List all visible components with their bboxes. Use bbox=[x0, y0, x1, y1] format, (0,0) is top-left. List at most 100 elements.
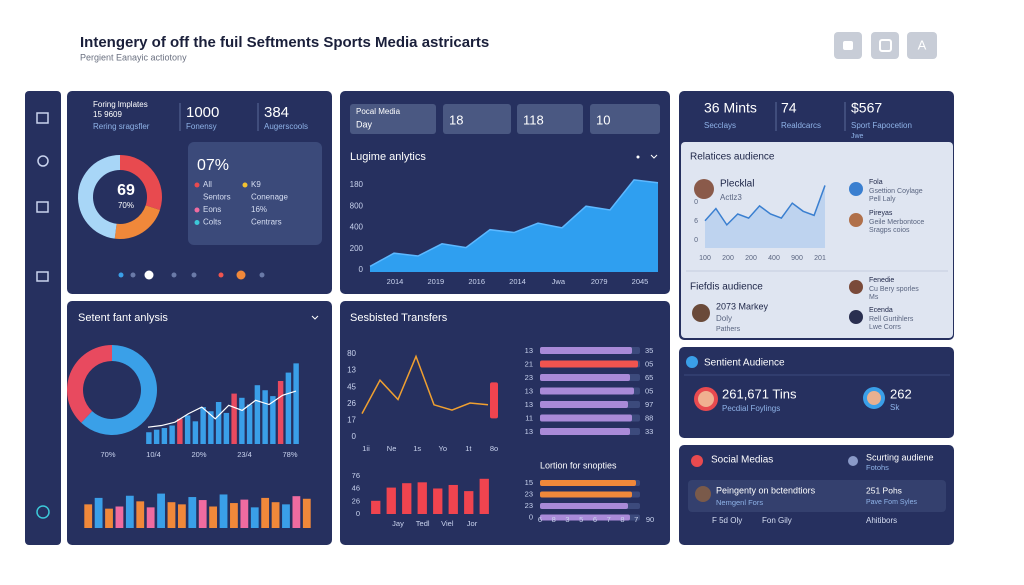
button-label: A bbox=[918, 37, 927, 52]
stat-label: Foring lmplates bbox=[93, 100, 148, 109]
bar bbox=[105, 508, 113, 528]
axis-label: 400 bbox=[768, 255, 780, 262]
person-line: Gsettion Coylage bbox=[869, 188, 923, 195]
legend-dot bbox=[242, 182, 248, 188]
bar bbox=[219, 494, 228, 528]
axis-label: 8 bbox=[552, 515, 556, 524]
tab[interactable] bbox=[350, 104, 436, 134]
stat-value: 384 bbox=[264, 104, 289, 121]
bar bbox=[540, 503, 628, 509]
tab-value: 18 bbox=[449, 112, 463, 127]
person-line: Geile Merbontoce bbox=[869, 219, 924, 226]
axis-label: Viel bbox=[441, 519, 454, 528]
line bbox=[369, 179, 659, 268]
avatar bbox=[849, 310, 863, 324]
bar bbox=[277, 381, 284, 444]
axis-label: 35 bbox=[645, 346, 653, 355]
tab-value: 118 bbox=[523, 112, 544, 127]
person-line: Doly bbox=[716, 314, 732, 323]
toolbar-button[interactable] bbox=[871, 32, 899, 59]
stat-caption: Realdcarcs bbox=[781, 121, 821, 130]
stat-value: 251 Pohs bbox=[866, 485, 902, 495]
stat-value: 74 bbox=[781, 100, 797, 116]
bar bbox=[169, 425, 175, 444]
axis-label: 2014 bbox=[509, 277, 526, 286]
bar bbox=[198, 500, 207, 528]
stat-value: 36 Mints bbox=[704, 100, 757, 116]
person-name: 2073 Markey bbox=[716, 301, 769, 311]
axis-label: 900 bbox=[791, 255, 803, 262]
sidebar-icon[interactable] bbox=[36, 201, 49, 213]
stat-caption: Pave Fom Syles bbox=[866, 499, 917, 506]
axis-label: 26 bbox=[352, 496, 360, 505]
axis-label: 17 bbox=[347, 416, 356, 425]
pager-dot bbox=[118, 272, 124, 278]
axis-label: 0 bbox=[694, 237, 698, 244]
pager-dot bbox=[236, 270, 246, 280]
bar bbox=[479, 478, 489, 514]
bar bbox=[239, 397, 245, 444]
axis-label: 90 bbox=[646, 515, 654, 524]
sidebar-icons bbox=[36, 112, 50, 519]
tab[interactable] bbox=[590, 104, 660, 134]
axis-label: 8 bbox=[620, 515, 624, 524]
bar bbox=[540, 387, 634, 395]
bar bbox=[161, 428, 168, 444]
stat-value: 1000 bbox=[186, 104, 219, 121]
sidebar-icon[interactable] bbox=[36, 112, 49, 124]
axis-label: 201 bbox=[814, 255, 826, 262]
stat-caption: Secclays bbox=[704, 121, 736, 130]
bar bbox=[540, 347, 632, 354]
legend-label: Colts bbox=[203, 218, 221, 227]
info-headline: 07% bbox=[197, 157, 229, 174]
stat-note: Jwe bbox=[851, 133, 864, 140]
stat-caption: Rering sragsfler bbox=[93, 122, 150, 131]
tab[interactable] bbox=[443, 104, 511, 134]
legend-label: 16% bbox=[251, 205, 267, 214]
sidebar-icon[interactable] bbox=[36, 505, 50, 519]
bar bbox=[146, 432, 152, 444]
bar bbox=[433, 488, 443, 514]
avatar bbox=[694, 179, 714, 199]
bar bbox=[285, 372, 292, 444]
bar bbox=[246, 404, 253, 444]
bar bbox=[125, 495, 134, 528]
bar bbox=[177, 504, 186, 528]
section-title: Relatices audience bbox=[690, 152, 775, 163]
line bbox=[704, 185, 826, 227]
section-title: Lortion for snopties bbox=[540, 460, 617, 470]
avatar bbox=[698, 391, 714, 407]
bar bbox=[540, 491, 632, 498]
sidebar-icon[interactable] bbox=[37, 155, 49, 167]
footer-label: Ahitibors bbox=[866, 516, 897, 525]
bar bbox=[540, 514, 630, 521]
bar bbox=[177, 418, 183, 444]
legend-label: K9 bbox=[251, 180, 261, 189]
feature-sub: Nemgenl Fors bbox=[716, 498, 763, 507]
bar bbox=[261, 497, 270, 528]
bar bbox=[231, 393, 237, 444]
area bbox=[705, 185, 825, 248]
bar bbox=[540, 480, 636, 486]
chevron bbox=[311, 315, 319, 320]
axis-label: 1s bbox=[413, 444, 421, 453]
axis-label: Yo bbox=[439, 444, 448, 453]
toolbar-button[interactable] bbox=[907, 32, 937, 59]
person-sub: Actlz3 bbox=[720, 193, 742, 202]
pager-dot bbox=[171, 272, 177, 278]
legend-dot bbox=[194, 207, 200, 213]
sidebar-icon[interactable] bbox=[36, 271, 49, 282]
bar bbox=[270, 396, 276, 444]
stat-caption: Sk bbox=[890, 403, 900, 412]
bar bbox=[464, 491, 474, 514]
icon bbox=[848, 456, 858, 466]
chevron bbox=[650, 154, 658, 159]
bar bbox=[208, 411, 214, 444]
feature-box bbox=[688, 480, 946, 512]
avatar bbox=[849, 182, 863, 196]
panel bbox=[679, 347, 954, 438]
axis-label: 0 bbox=[359, 265, 364, 274]
tab[interactable] bbox=[517, 104, 583, 134]
avatar bbox=[849, 213, 863, 227]
legend-label: Sentors bbox=[203, 193, 231, 202]
